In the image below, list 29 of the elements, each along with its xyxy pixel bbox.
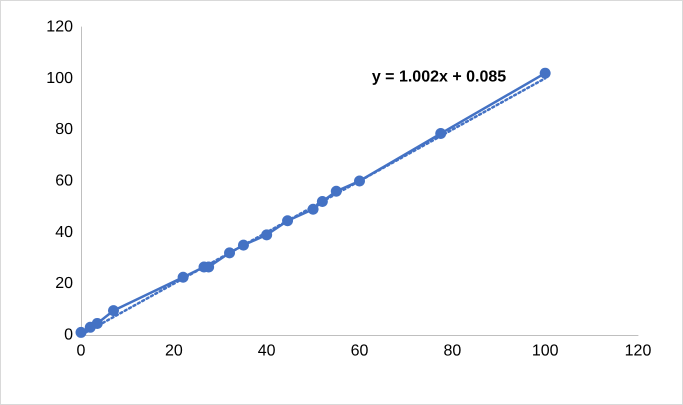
y-tick-label: 80 [55, 121, 74, 138]
x-tick-label: 80 [443, 342, 462, 360]
y-tick-label: 40 [55, 224, 74, 241]
point [261, 229, 272, 240]
point [108, 305, 119, 316]
point [238, 240, 249, 251]
point [316, 196, 328, 208]
point [282, 215, 294, 226]
point [540, 68, 551, 79]
y-tick-label: 100 [46, 70, 74, 87]
point [308, 204, 319, 215]
point [92, 318, 103, 329]
y-tick-label: 120 [46, 18, 74, 36]
point [76, 326, 86, 338]
y-tick-label: 0 [64, 326, 74, 344]
x-tick-label: 0 [76, 342, 86, 360]
x-tick-label: 120 [624, 342, 652, 360]
annotation: y = 1.002x + 0.085 [372, 68, 506, 86]
x-tick-label: 60 [350, 342, 368, 360]
point [224, 247, 236, 258]
x-tick-label: 100 [532, 342, 559, 360]
point [435, 128, 446, 140]
y-tick-label: 20 [55, 275, 74, 292]
x-tick-label: 40 [258, 342, 276, 360]
point [354, 176, 365, 186]
x-tick-label: 20 [164, 342, 183, 360]
point [178, 272, 189, 283]
y-tick-label: 60 [55, 172, 74, 190]
point [330, 186, 342, 197]
